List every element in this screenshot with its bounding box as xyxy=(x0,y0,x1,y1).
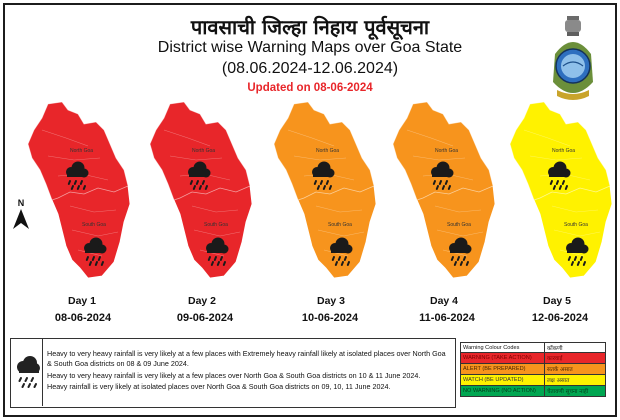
rain-cloud-icon xyxy=(431,161,454,190)
forecast-line-2: Heavy to very heavy rainfall is very lik… xyxy=(47,371,421,381)
day-label-2: Day 2 09-06-2024 xyxy=(150,294,260,325)
forecast-box: Heavy to very heavy rainfall is very lik… xyxy=(10,338,456,408)
south-goa-label: South Goa xyxy=(564,222,588,228)
day-name: Day 4 xyxy=(430,295,459,307)
north-label: N xyxy=(18,198,25,208)
date-range: (08.06.2024-12.06.2024) xyxy=(221,60,399,77)
legend-label-local: चेतावणी सूचना नाही xyxy=(544,385,606,397)
legend-row-red: WARNING (TAKE ACTION) कारवाई xyxy=(460,352,606,364)
north-goa-label: North Goa xyxy=(552,148,575,154)
rain-cloud-icon xyxy=(548,161,571,190)
district-map-day-3: North Goa South Goa xyxy=(273,101,377,279)
rain-cloud-icon xyxy=(566,237,589,266)
rain-cloud-icon xyxy=(66,161,89,190)
north-goa-label: North Goa xyxy=(435,148,458,154)
legend-label-local: कारवाई xyxy=(544,352,606,364)
day-label-3: Day 3 10-06-2024 xyxy=(275,294,385,325)
district-map-day-2: North Goa South Goa xyxy=(149,101,253,279)
legend-header-local: कोंकणी xyxy=(544,342,606,353)
day-date: 12-06-2024 xyxy=(531,312,589,324)
rain-cloud-icon xyxy=(312,161,335,190)
north-goa-district xyxy=(273,101,375,201)
north-goa-label: North Goa xyxy=(70,148,93,154)
updated-date: Updated on 08-06-2024 xyxy=(247,82,373,94)
district-map-day-4: North Goa South Goa xyxy=(392,101,496,279)
north-goa-district xyxy=(149,101,251,201)
south-goa-label: South Goa xyxy=(447,222,471,228)
day-label-4: Day 4 11-06-2024 xyxy=(392,294,502,325)
legend-row-green: NO WARNING (NO ACTION) चेतावणी सूचना नाह… xyxy=(460,385,606,397)
north-goa-district xyxy=(27,101,129,201)
south-goa-label: South Goa xyxy=(328,222,352,228)
day-name: Day 3 xyxy=(317,295,346,307)
forecast-text: Heavy to very heavy rainfall is very lik… xyxy=(47,349,451,392)
day-date: 08-06-2024 xyxy=(54,312,112,324)
forecast-line-3: Heavy rainfall is very likely at isolate… xyxy=(47,381,391,391)
rain-cloud-icon xyxy=(17,356,40,388)
north-goa-label: North Goa xyxy=(316,148,339,154)
rain-cloud-icon xyxy=(330,237,353,266)
day-date: 11-06-2024 xyxy=(419,312,475,324)
legend-label-en: WATCH (BE UPDATED) xyxy=(460,374,545,386)
imd-emblem-icon xyxy=(553,16,593,100)
north-goa-district xyxy=(392,101,494,201)
page-frame xyxy=(3,3,617,417)
day-date: 10-06-2024 xyxy=(301,312,359,324)
district-map-day-1: North Goa South Goa xyxy=(27,101,131,279)
legend-label-en: WARNING (TAKE ACTION) xyxy=(460,352,545,364)
warning-colour-legend: Warning Colour Codes कोंकणी WARNING (TAK… xyxy=(460,342,606,397)
day-label-5: Day 5 12-06-2024 xyxy=(505,294,615,325)
rain-cloud-icon xyxy=(84,237,107,266)
rain-cloud-icon xyxy=(449,237,472,266)
legend-label-local: लक्ष असात xyxy=(544,374,606,386)
south-goa-label: South Goa xyxy=(204,222,228,228)
rain-cloud-icon xyxy=(206,237,229,266)
rain-cloud-icon xyxy=(188,161,211,190)
district-map-day-5: North Goa South Goa xyxy=(509,101,613,279)
day-label-1: Day 1 08-06-2024 xyxy=(28,294,138,325)
forecast-icon-cell xyxy=(11,339,43,406)
north-arrow-icon: N xyxy=(13,198,29,229)
north-goa-label: North Goa xyxy=(192,148,215,154)
legend-header-en: Warning Colour Codes xyxy=(460,342,545,353)
day-name: Day 5 xyxy=(543,295,572,307)
legend-label-local: सतर्क असात xyxy=(544,363,606,375)
legend-header: Warning Colour Codes कोंकणी xyxy=(460,342,606,353)
forecast-line-1: Heavy to very heavy rainfall is very lik… xyxy=(47,349,446,369)
day-name: Day 2 xyxy=(188,295,217,307)
legend-row-orange: ALERT (BE PREPARED) सतर्क असात xyxy=(460,363,606,375)
north-goa-district xyxy=(509,101,611,201)
day-name: Day 1 xyxy=(68,295,97,307)
title-hindi: पावसाची जिल्हा निहाय पूर्वसूचना xyxy=(190,15,430,39)
legend-label-en: ALERT (BE PREPARED) xyxy=(460,363,545,375)
legend-label-en: NO WARNING (NO ACTION) xyxy=(460,385,545,397)
title-english: District wise Warning Maps over Goa Stat… xyxy=(157,39,463,56)
legend-row-yellow: WATCH (BE UPDATED) लक्ष असात xyxy=(460,374,606,386)
south-goa-label: South Goa xyxy=(82,222,106,228)
day-date: 09-06-2024 xyxy=(176,312,234,324)
